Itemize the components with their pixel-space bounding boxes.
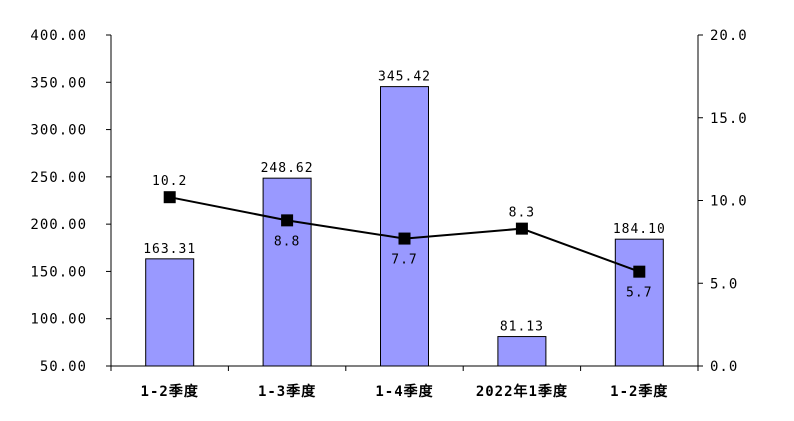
y-right-tick-label: 20.0 [710, 28, 748, 44]
x-category-label: 2022年1季度 [476, 383, 568, 400]
bar-value-label: 184.10 [613, 222, 666, 237]
y-left-tick-label: 150.00 [30, 264, 87, 280]
y-left-tick-label: 200.00 [30, 217, 87, 233]
y-left-tick-label: 250.00 [30, 170, 87, 186]
line-value-label: 8.3 [509, 206, 535, 221]
line-marker-3 [398, 232, 411, 245]
line-marker-5 [633, 265, 646, 278]
bar-value-label: 248.62 [261, 161, 314, 176]
y-left-tick-label: 400.00 [30, 28, 87, 44]
y-left-tick-label: 300.00 [30, 123, 87, 139]
bar-value-label: 345.42 [378, 70, 431, 85]
x-category-label: 1-2季度 [141, 383, 199, 400]
y-left-tick-label: 50.00 [40, 359, 87, 375]
line-value-label: 8.8 [274, 234, 300, 249]
bar-4 [497, 336, 547, 367]
line-marker-1 [163, 191, 176, 204]
bar-value-label: 163.31 [143, 242, 196, 257]
y-left-tick-label: 350.00 [30, 75, 87, 91]
y-right-tick-label: 0.0 [710, 359, 738, 375]
y-right-tick-label: 5.0 [710, 276, 738, 292]
bar-1 [145, 258, 195, 367]
x-category-label: 1-2季度 [610, 383, 668, 400]
line-value-label: 5.7 [626, 286, 652, 301]
line-value-label: 10.2 [152, 174, 187, 189]
y-right-tick-label: 10.0 [710, 194, 748, 210]
y-right-tick-label: 15.0 [710, 111, 748, 127]
bar-5 [614, 238, 664, 367]
line-marker-2 [281, 214, 294, 227]
line-marker-4 [515, 222, 528, 235]
bar-2 [262, 177, 312, 367]
bar-3 [380, 86, 429, 367]
y-left-tick-label: 100.00 [30, 312, 87, 328]
line-value-label: 7.7 [391, 253, 417, 268]
bar-value-label: 81.13 [500, 320, 544, 335]
x-category-label: 1-3季度 [258, 383, 316, 400]
x-category-label: 1-4季度 [375, 383, 433, 400]
